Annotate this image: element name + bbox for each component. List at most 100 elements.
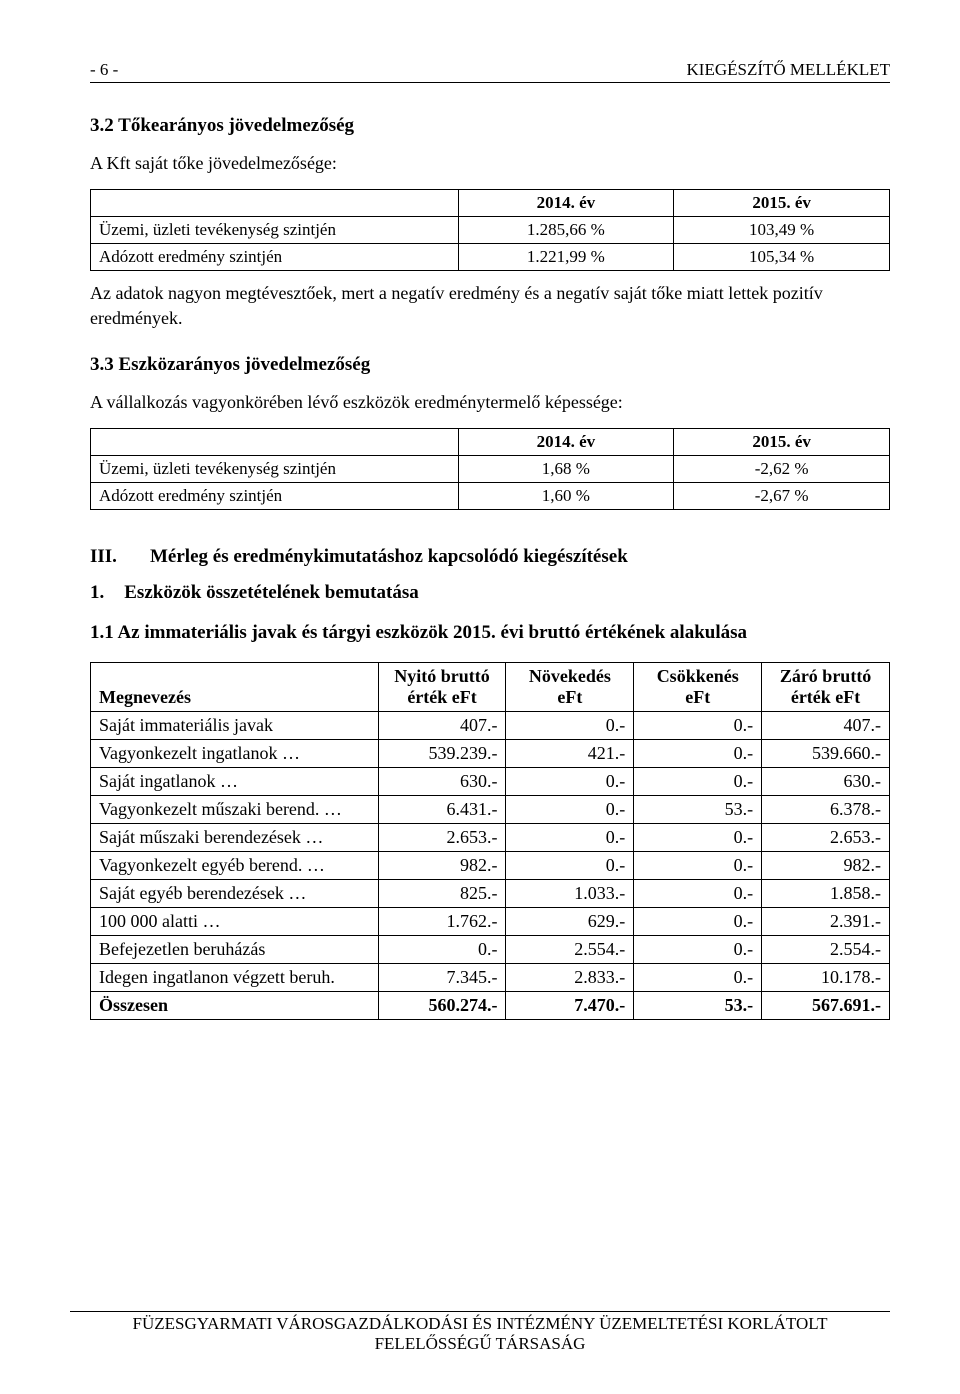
- table-cell: Vagyonkezelt egyéb berend. …: [91, 852, 379, 880]
- section-iii-1-title: Eszközök összetételének bemutatása: [124, 582, 418, 604]
- table-cell: 2.653.-: [762, 824, 890, 852]
- table-cell: 0.-: [634, 712, 762, 740]
- table-cell: 629.-: [506, 908, 634, 936]
- table-cell: Vagyonkezelt ingatlanok …: [91, 740, 379, 768]
- section-iii-title: Mérleg és eredménykimutatáshoz kapcsolód…: [150, 546, 628, 568]
- table-cell: 982.-: [378, 852, 506, 880]
- table-cell: -2,67 %: [674, 483, 890, 510]
- table-row: Saját műszaki berendezések …2.653.-0.-0.…: [91, 824, 890, 852]
- table-cell: 103,49 %: [674, 217, 890, 244]
- table-header-cell: 2015. év: [674, 190, 890, 217]
- table-header-cell: Növekedés eFt: [506, 663, 634, 712]
- table-cell: 7.470.-: [506, 992, 634, 1020]
- table-header-cell: [91, 190, 459, 217]
- table-cell: Idegen ingatlanon végzett beruh.: [91, 964, 379, 992]
- table-cell: 0.-: [378, 936, 506, 964]
- table-header-cell: 2014. év: [458, 429, 674, 456]
- table-row: Adózott eredmény szintjén 1,60 % -2,67 %: [91, 483, 890, 510]
- table-header-text: Csökkenés eFt: [657, 666, 739, 707]
- table-cell: 105,34 %: [674, 244, 890, 271]
- table-cell: 0.-: [506, 824, 634, 852]
- section-3-2-intro: A Kft saját tőke jövedelmezősége:: [90, 151, 890, 175]
- table-cell: Saját ingatlanok …: [91, 768, 379, 796]
- table-cell: 1.033.-: [506, 880, 634, 908]
- table-header-cell: 2014. év: [458, 190, 674, 217]
- page-number: - 6 -: [90, 60, 118, 80]
- table-row: 2014. év 2015. év: [91, 190, 890, 217]
- footer-line-2: FELELŐSSÉGŰ TÁRSASÁG: [70, 1334, 890, 1354]
- table-cell: 630.-: [378, 768, 506, 796]
- table-cell: Saját műszaki berendezések …: [91, 824, 379, 852]
- table-cell: 10.178.-: [762, 964, 890, 992]
- table-header-cell: Csökkenés eFt: [634, 663, 762, 712]
- table-cell: Vagyonkezelt műszaki berend. …: [91, 796, 379, 824]
- table-cell: 2.554.-: [762, 936, 890, 964]
- doc-title: KIEGÉSZÍTŐ MELLÉKLET: [687, 60, 890, 80]
- section-3-3-intro: A vállalkozás vagyonkörében lévő eszközö…: [90, 390, 890, 414]
- table-cell: Adózott eredmény szintjén: [91, 483, 459, 510]
- table-row: Saját ingatlanok …630.-0.-0.-630.-: [91, 768, 890, 796]
- table-3-2: 2014. év 2015. év Üzemi, üzleti tevékeny…: [90, 189, 890, 271]
- table-row: Saját immateriális javak407.-0.-0.-407.-: [91, 712, 890, 740]
- table-row: 2014. év 2015. év: [91, 429, 890, 456]
- table-cell: 0.-: [634, 824, 762, 852]
- table-row: Idegen ingatlanon végzett beruh.7.345.-2…: [91, 964, 890, 992]
- table-cell: 0.-: [506, 712, 634, 740]
- table-header-cell: [91, 429, 459, 456]
- table-cell: Összesen: [91, 992, 379, 1020]
- table-cell: Befejezetlen beruházás: [91, 936, 379, 964]
- section-iii-1-heading: 1. Eszközök összetételének bemutatása: [90, 582, 890, 604]
- table-cell: 2.391.-: [762, 908, 890, 936]
- table-row: Adózott eredmény szintjén 1.221,99 % 105…: [91, 244, 890, 271]
- table-header-cell: 2015. év: [674, 429, 890, 456]
- table-row: Saját egyéb berendezések …825.-1.033.-0.…: [91, 880, 890, 908]
- table-row: 100 000 alatti …1.762.-629.-0.-2.391.-: [91, 908, 890, 936]
- table-3-3: 2014. év 2015. év Üzemi, üzleti tevékeny…: [90, 428, 890, 510]
- table-cell: 0.-: [506, 852, 634, 880]
- table-header-text: Záró bruttó érték eFt: [780, 666, 872, 707]
- footer-line-1: FÜZESGYARMATI VÁROSGAZDÁLKODÁSI ÉS INTÉZ…: [70, 1314, 890, 1334]
- table-cell: 1,60 %: [458, 483, 674, 510]
- table-cell: 1.285,66 %: [458, 217, 674, 244]
- table-cell: 1.221,99 %: [458, 244, 674, 271]
- table-cell: 0.-: [634, 740, 762, 768]
- table-cell: 0.-: [506, 796, 634, 824]
- page-footer: FÜZESGYARMATI VÁROSGAZDÁLKODÁSI ÉS INTÉZ…: [70, 1311, 890, 1354]
- table-cell: 982.-: [762, 852, 890, 880]
- table-cell: 100 000 alatti …: [91, 908, 379, 936]
- table-cell: 825.-: [378, 880, 506, 908]
- table-row: Befejezetlen beruházás0.-2.554.-0.-2.554…: [91, 936, 890, 964]
- table-row: Megnevezés Nyitó bruttó érték eFt Növeke…: [91, 663, 890, 712]
- section-iii-heading: III. Mérleg és eredménykimutatáshoz kapc…: [90, 546, 890, 568]
- section-iii-number: III.: [90, 546, 126, 568]
- table-cell: Saját immateriális javak: [91, 712, 379, 740]
- table-cell: 7.345.-: [378, 964, 506, 992]
- table-cell: 0.-: [634, 768, 762, 796]
- table-cell: 560.274.-: [378, 992, 506, 1020]
- table-row: Vagyonkezelt ingatlanok …539.239.-421.-0…: [91, 740, 890, 768]
- table-cell: 53.-: [634, 992, 762, 1020]
- table-cell: -2,62 %: [674, 456, 890, 483]
- table-cell: 421.-: [506, 740, 634, 768]
- section-iii-1-number: 1.: [90, 582, 104, 604]
- table-cell: 407.-: [762, 712, 890, 740]
- table-row: Vagyonkezelt műszaki berend. …6.431.-0.-…: [91, 796, 890, 824]
- table-cell: 2.833.-: [506, 964, 634, 992]
- page-header: - 6 - KIEGÉSZÍTŐ MELLÉKLET: [90, 60, 890, 83]
- table-cell: 0.-: [506, 768, 634, 796]
- table-cell: Üzemi, üzleti tevékenység szintjén: [91, 456, 459, 483]
- page: - 6 - KIEGÉSZÍTŐ MELLÉKLET 3.2 Tőkearány…: [0, 0, 960, 1394]
- table-header-cell: Nyitó bruttó érték eFt: [378, 663, 506, 712]
- table-cell: Saját egyéb berendezések …: [91, 880, 379, 908]
- table-cell: 0.-: [634, 852, 762, 880]
- table-cell: 0.-: [634, 908, 762, 936]
- table-header-cell: Záró bruttó érték eFt: [762, 663, 890, 712]
- table-cell: 0.-: [634, 936, 762, 964]
- table-cell: 407.-: [378, 712, 506, 740]
- section-1-1-title: 1.1 Az immateriális javak és tárgyi eszk…: [90, 622, 890, 644]
- table-cell: 539.660.-: [762, 740, 890, 768]
- table-header-cell: Megnevezés: [91, 663, 379, 712]
- table-row-total: Összesen 560.274.- 7.470.- 53.- 567.691.…: [91, 992, 890, 1020]
- table-cell: Üzemi, üzleti tevékenység szintjén: [91, 217, 459, 244]
- table-cell: 6.431.-: [378, 796, 506, 824]
